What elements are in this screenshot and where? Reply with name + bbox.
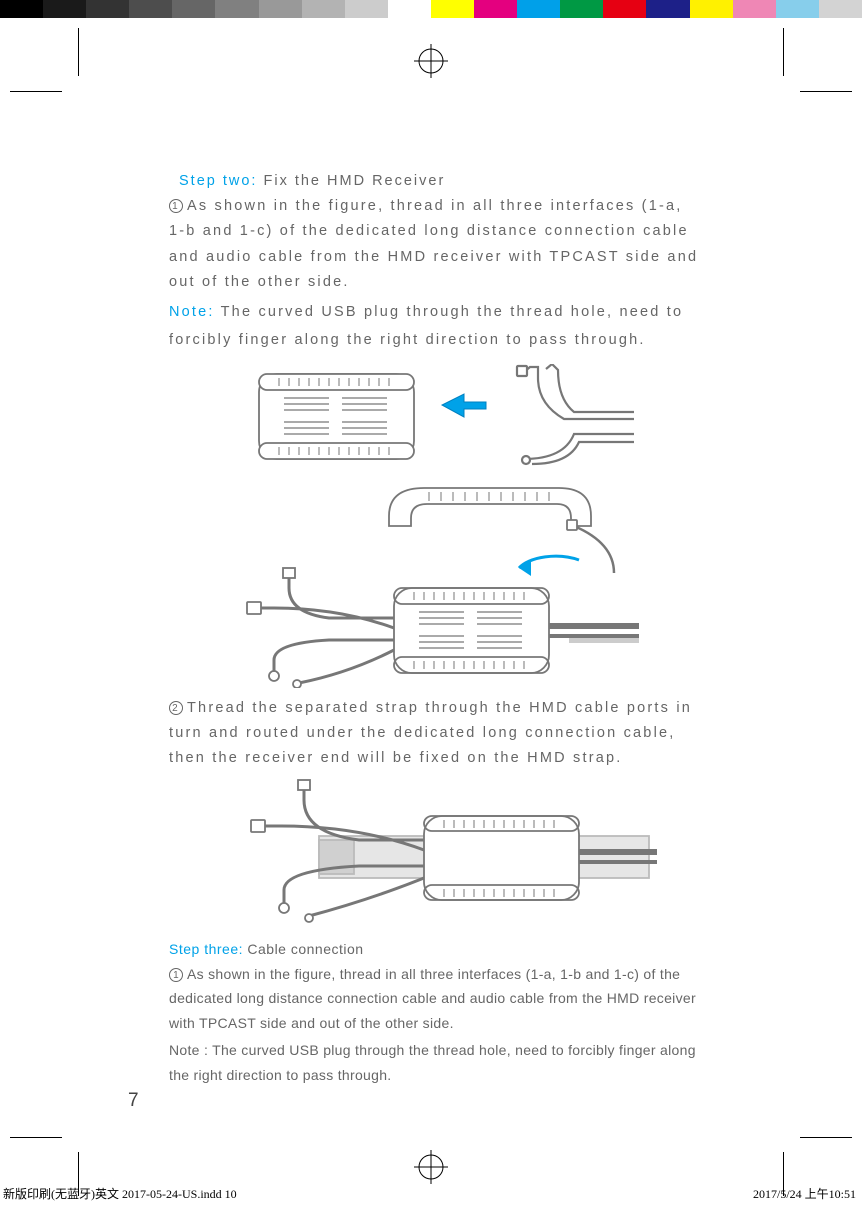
step-three-title: Cable connection: [247, 941, 363, 957]
crop-mark: [800, 1137, 852, 1138]
note-label: Note:: [169, 304, 221, 320]
color-bar: [0, 0, 862, 18]
registration-mark-bottom: [414, 1150, 448, 1184]
step-two-heading: Step two: Fix the HMD Receiver: [179, 172, 699, 190]
footer-timestamp: 2017/5/24 上午10:51: [753, 1185, 856, 1202]
step-three-para2: Note : The curved USB plug through the t…: [169, 1038, 699, 1087]
step-two-para2: 2Thread the separated strap through the …: [169, 696, 699, 772]
crop-mark: [800, 91, 852, 92]
figure-receiver-strap: [169, 478, 699, 688]
crop-mark: [78, 28, 79, 76]
bullet-1-icon: 1: [169, 199, 183, 213]
footer-filename: 新版印刷(无蓝牙)英文 2017-05-24-US.indd 10: [3, 1185, 237, 1202]
registration-mark-top: [414, 44, 448, 78]
step-two-title: Fix the HMD Receiver: [263, 173, 445, 189]
step-two-note: Note: The curved USB plug through the th…: [169, 298, 699, 354]
page-number: 7: [128, 1090, 139, 1112]
figure-receiver-cable: [169, 364, 699, 474]
bullet-2-icon: 2: [169, 701, 183, 715]
step-three-label: Step three:: [169, 941, 247, 957]
step-three-para1: 1As shown in the figure, thread in all t…: [169, 962, 699, 1036]
page-content: Step two: Fix the HMD Receiver 1As shown…: [169, 172, 699, 1087]
figure-strap-fixed: [169, 778, 699, 923]
step-two-para1: 1As shown in the figure, thread in all t…: [169, 194, 699, 296]
crop-mark: [783, 28, 784, 76]
crop-mark: [10, 1137, 62, 1138]
bullet-1-icon: 1: [169, 968, 183, 982]
crop-mark: [10, 91, 62, 92]
step-two-label: Step two:: [179, 173, 263, 189]
step-three-heading: Step three: Cable connection: [169, 941, 699, 959]
